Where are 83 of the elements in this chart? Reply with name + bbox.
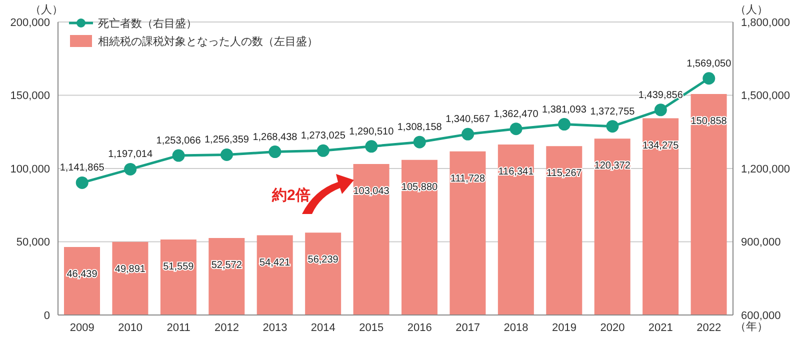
y2-tick-label: 1,500,000 [741,90,790,102]
x-tick-label: 2018 [504,322,528,334]
legend-label: 死亡者数（右目盛） [98,16,197,30]
x-tick-label: 2017 [456,322,480,334]
point [268,146,282,158]
data-label: 1,362,470 [494,108,539,120]
data-label: 1,197,014 [108,149,153,160]
data-label: 1,569,050 [686,58,732,70]
bar [256,235,293,315]
data-label: 49,891 [114,264,146,275]
y-tick-label: 50,000 [16,236,50,249]
data-label: 115,267 [546,168,582,180]
data-label: 150,858 [690,116,728,127]
bar [498,144,534,315]
bar [402,160,438,315]
data-label: 51,559 [163,261,194,272]
point [558,118,570,131]
y2-tick-label: 1,200,000 [741,163,790,176]
data-label: 54,421 [260,257,291,268]
data-label: 111,728 [450,173,486,184]
data-label: 1,290,510 [349,126,394,138]
y2-axis-title: （人） [735,4,768,16]
data-label: 1,381,093 [542,104,587,116]
x-tick-label: 2022 [696,322,722,334]
point [413,136,426,148]
bar [450,151,486,315]
y2-tick-label: 1,800,000 [741,16,790,29]
x-axis-title: （年） [735,321,768,333]
data-label: 1,141,865 [60,162,105,174]
data-label: 1,253,066 [156,136,202,147]
data-label: 1,268,438 [252,132,298,143]
annotation: 約2倍 [272,186,310,205]
data-label: 1,273,025 [300,130,346,142]
x-tick-label: 2011 [166,322,190,334]
y-axis-title: （人） [30,4,63,16]
point [316,144,330,157]
x-tick-label: 2013 [262,322,288,334]
point [654,104,667,116]
data-label: 103,043 [353,186,390,198]
x-tick-label: 2019 [552,322,576,334]
point [606,120,619,133]
data-label: 1,308,158 [397,122,442,134]
data-label: 46,439 [66,268,98,280]
point [365,140,378,153]
point [462,128,474,140]
data-label: 116,341 [498,166,534,178]
data-label: 120,372 [594,160,631,172]
bar [546,146,582,315]
bar [642,118,679,315]
legend-label: 相続税の課税対象となった人の数（左目盛） [98,34,318,48]
x-tick-label: 2010 [118,322,143,334]
x-tick-label: 2016 [407,322,432,334]
bar [208,238,245,315]
data-label: 134,275 [642,140,680,152]
bar [690,94,727,315]
point [124,162,137,176]
bar [353,164,390,315]
point [76,176,88,189]
data-label: 1,256,359 [204,134,250,146]
bar [305,232,342,315]
bar [594,138,630,315]
point [172,149,185,162]
x-tick-label: 2014 [310,322,336,334]
point [510,122,522,136]
y-tick-label: 0 [44,310,50,322]
point [220,148,233,161]
x-tick-label: 2012 [214,322,239,334]
data-label: 56,239 [308,254,339,266]
data-label: 105,880 [401,182,438,193]
y2-tick-label: 600,000 [741,310,781,322]
data-label: 1,372,755 [590,106,636,118]
data-label: 1,340,567 [446,114,490,126]
y-tick-label: 150,000 [10,90,50,102]
data-label: 1,439,856 [638,90,684,101]
x-tick-label: 2020 [600,322,625,334]
data-label: 52,572 [211,260,242,271]
x-tick-label: 2009 [70,322,94,334]
y-tick-label: 100,000 [10,163,50,176]
point [702,72,716,85]
y2-tick-label: 900,000 [741,236,781,249]
y-tick-label: 200,000 [10,16,50,29]
x-tick-label: 2015 [359,322,384,334]
x-tick-label: 2021 [648,322,673,334]
